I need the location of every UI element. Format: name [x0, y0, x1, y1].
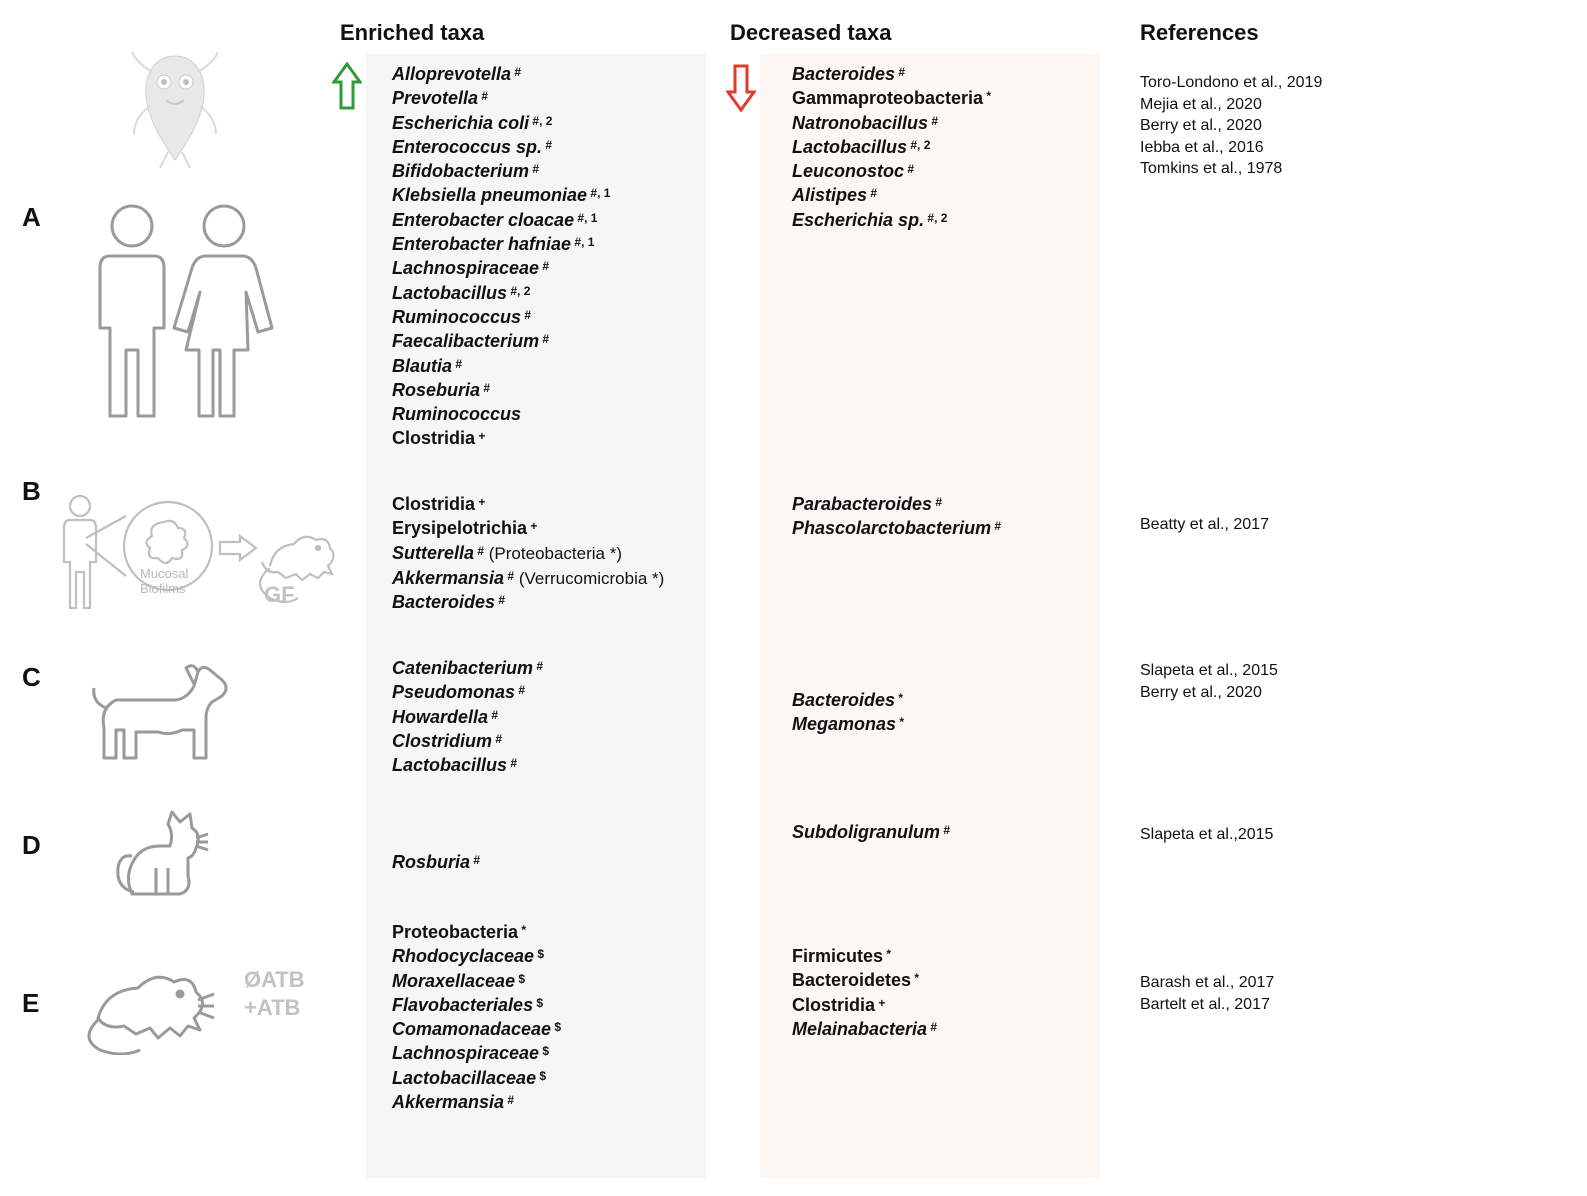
gf-label: GF — [264, 582, 295, 608]
reference-item: Toro-Londono et al., 2019 — [1140, 72, 1540, 94]
taxa-item: Enterobacter hafniae #, 1 — [392, 232, 712, 256]
taxa-item: Lactobacillus #, 2 — [792, 135, 1112, 159]
biofilm-transfer-icon: Mucosal Biofilms — [60, 488, 340, 628]
taxa-item: Moraxellaceae $ — [392, 969, 712, 993]
atb-label: ØATB +ATB — [244, 966, 305, 1021]
svg-text:Mucosal: Mucosal — [140, 566, 189, 581]
taxa-item: Phascolarctobacterium # — [792, 516, 1112, 540]
taxa-item: Escherichia coli #, 2 — [392, 111, 712, 135]
taxa-item: Lachnospiraceae $ — [392, 1041, 712, 1065]
taxa-item: Natronobacillus # — [792, 111, 1112, 135]
taxa-item: Gammaproteobacteria * — [792, 86, 1112, 110]
taxa-item: Clostridia + — [392, 426, 712, 450]
header-references: References — [1140, 20, 1259, 46]
taxa-item: Leuconostoc # — [792, 159, 1112, 183]
taxa-item: Alistipes # — [792, 183, 1112, 207]
taxa-item: Erysipelotrichia + — [392, 516, 712, 540]
taxa-item: Subdoligranulum # — [792, 820, 1112, 844]
taxa-item: Firmicutes * — [792, 944, 1112, 968]
refs-list-b: Beatty et al., 2017 — [1140, 514, 1540, 536]
taxa-item: Alloprevotella # — [392, 62, 712, 86]
taxa-item: Enterococcus sp. # — [392, 135, 712, 159]
mouse-icon — [78, 960, 238, 1055]
taxa-item: Bifidobacterium # — [392, 159, 712, 183]
decreased-list-e: Firmicutes *Bacteroidetes *Clostridia +M… — [792, 944, 1112, 1041]
taxa-item: Klebsiella pneumoniae #, 1 — [392, 183, 712, 207]
taxa-item: Megamonas * — [792, 712, 1112, 736]
taxa-item: Prevotella # — [392, 86, 712, 110]
taxa-item: Sutterella # (Proteobacteria *) — [392, 541, 712, 566]
reference-item: Mejia et al., 2020 — [1140, 94, 1540, 116]
reference-item: Berry et al., 2020 — [1140, 682, 1540, 704]
giardia-icon — [130, 48, 220, 168]
taxa-item: Bacteroides # — [792, 62, 1112, 86]
enriched-list-c: Catenibacterium #Pseudomonas #Howardella… — [392, 656, 712, 777]
taxa-item: Roseburia # — [392, 378, 712, 402]
decreased-list-d: Subdoligranulum # — [792, 820, 1112, 844]
header-enriched: Enriched taxa — [340, 20, 484, 46]
taxa-item: Lactobacillaceae $ — [392, 1066, 712, 1090]
reference-item: Iebba et al., 2016 — [1140, 137, 1540, 159]
row-label-e: E — [22, 988, 39, 1019]
refs-list-c: Slapeta et al., 2015Berry et al., 2020 — [1140, 660, 1540, 703]
taxa-item: Clostridia + — [792, 993, 1112, 1017]
figure-canvas: Enriched taxa Decreased taxa References … — [0, 0, 1587, 1196]
row-label-a: A — [22, 202, 41, 233]
taxa-item: Bacteroidetes * — [792, 968, 1112, 992]
arrow-down-icon — [726, 62, 756, 117]
humans-icon — [80, 200, 280, 430]
taxa-item: Faecalibacterium # — [392, 329, 712, 353]
taxa-item: Escherichia sp. #, 2 — [792, 208, 1112, 232]
decreased-list-b: Parabacteroides #Phascolarctobacterium # — [792, 492, 1112, 541]
reference-item: Beatty et al., 2017 — [1140, 514, 1540, 536]
reference-item: Barash et al., 2017 — [1140, 972, 1540, 994]
taxa-item: Ruminococcus — [392, 402, 712, 426]
reference-item: Tomkins et al., 1978 — [1140, 158, 1540, 180]
taxa-item: Parabacteroides # — [792, 492, 1112, 516]
svg-text:Biofilms: Biofilms — [140, 581, 186, 596]
taxa-item: Melainabacteria # — [792, 1017, 1112, 1041]
taxa-item: Bacteroides # — [392, 590, 712, 614]
taxa-item: Proteobacteria * — [392, 920, 712, 944]
row-label-d: D — [22, 830, 41, 861]
row-label-b: B — [22, 476, 41, 507]
row-label-c: C — [22, 662, 41, 693]
taxa-item: Lachnospiraceae # — [392, 256, 712, 280]
taxa-item: Lactobacillus #, 2 — [392, 281, 712, 305]
dog-icon — [86, 658, 236, 778]
header-decreased: Decreased taxa — [730, 20, 891, 46]
reference-item: Bartelt et al., 2017 — [1140, 994, 1540, 1016]
taxa-item: Comamonadaceae $ — [392, 1017, 712, 1041]
taxa-item: Catenibacterium # — [392, 656, 712, 680]
taxa-item: Flavobacteriales $ — [392, 993, 712, 1017]
taxa-item: Howardella # — [392, 705, 712, 729]
taxa-item: Clostridium # — [392, 729, 712, 753]
taxa-item: Ruminococcus # — [392, 305, 712, 329]
taxa-item: Pseudomonas # — [392, 680, 712, 704]
taxa-item: Akkermansia # — [392, 1090, 712, 1114]
cat-icon — [112, 806, 212, 901]
taxa-item: Lactobacillus # — [392, 753, 712, 777]
refs-list-d: Slapeta et al.,2015 — [1140, 824, 1540, 846]
refs-list-a: Toro-Londono et al., 2019Mejia et al., 2… — [1140, 72, 1540, 180]
refs-list-e: Barash et al., 2017Bartelt et al., 2017 — [1140, 972, 1540, 1015]
reference-item: Slapeta et al.,2015 — [1140, 824, 1540, 846]
decreased-list-a: Bacteroides #Gammaproteobacteria *Natron… — [792, 62, 1112, 232]
reference-item: Berry et al., 2020 — [1140, 115, 1540, 137]
decreased-list-c: Bacteroides *Megamonas * — [792, 688, 1112, 737]
reference-item: Slapeta et al., 2015 — [1140, 660, 1540, 682]
arrow-up-icon — [332, 62, 362, 117]
taxa-item: Enterobacter cloacae #, 1 — [392, 208, 712, 232]
enriched-list-b: Clostridia +Erysipelotrichia +Sutterella… — [392, 492, 712, 615]
taxa-item: Blautia # — [392, 354, 712, 378]
enriched-list-e: Proteobacteria *Rhodocyclaceae $Moraxell… — [392, 920, 712, 1114]
enriched-list-a: Alloprevotella #Prevotella #Escherichia … — [392, 62, 712, 451]
taxa-item: Akkermansia # (Verrucomicrobia *) — [392, 566, 712, 591]
taxa-item: Rhodocyclaceae $ — [392, 944, 712, 968]
taxa-item: Clostridia + — [392, 492, 712, 516]
enriched-list-d: Rosburia # — [392, 850, 712, 874]
taxa-item: Bacteroides * — [792, 688, 1112, 712]
taxa-item: Rosburia # — [392, 850, 712, 874]
